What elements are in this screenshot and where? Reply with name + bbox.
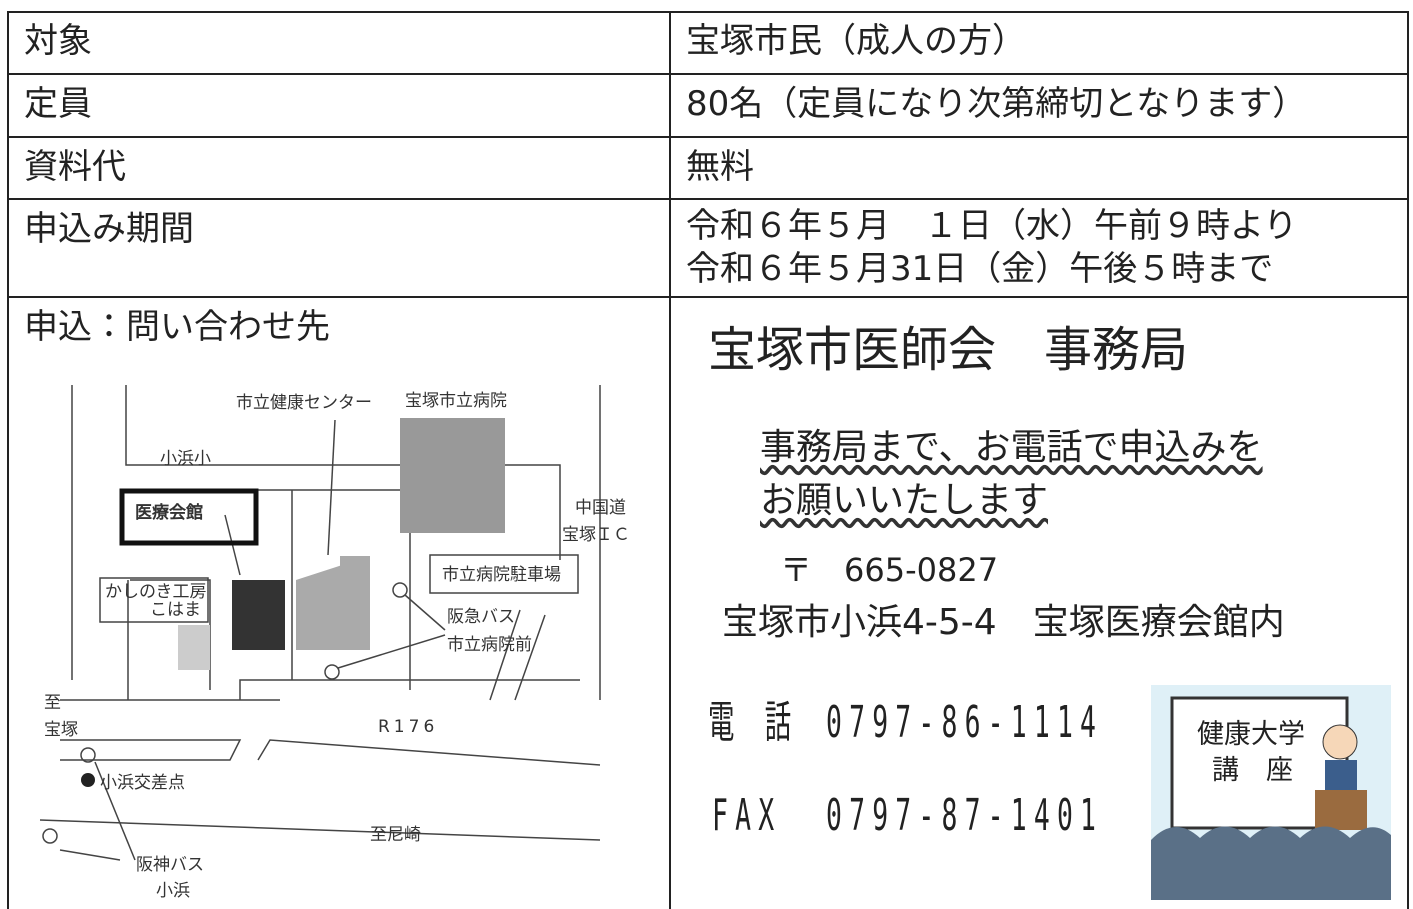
note: 事務局まで、お電話で申込みを (760, 427, 1263, 468)
map-label: 中国道 (575, 498, 626, 518)
map-label: 阪急バス (447, 607, 515, 627)
map-label: 至尼崎 (370, 825, 421, 845)
poster-text: 講 座 (1212, 755, 1293, 786)
map-label: 小浜 (156, 881, 190, 901)
map-label: 小浜小 (160, 449, 211, 469)
row-value: 無料 (686, 147, 754, 187)
map-label: かしのき工房 (105, 582, 207, 602)
fax: 0797-87-1401 (826, 790, 1104, 841)
map-label: こはま (150, 600, 201, 620)
map-label: 市立病院駐車場 (442, 565, 561, 585)
org: 宝塚市医師会 事務局 (708, 322, 1189, 378)
map (39, 385, 601, 861)
row-label: 対象 (24, 21, 92, 61)
row-value: 80名（定員になり次第締切となります） (686, 84, 1307, 124)
contact-label: 申込：問い合わせ先 (24, 307, 330, 347)
map-label: 市立病院前 (447, 635, 532, 655)
poster-text: 健康大学 (1197, 719, 1305, 750)
map-label: 至 (44, 693, 61, 713)
row-value: 令和６年５月 １日（水）午前９時より (686, 206, 1298, 246)
poster (1151, 685, 1391, 900)
postal: 〒 665-0827 (780, 551, 999, 589)
map-label: R176 (378, 717, 438, 737)
row-value: 令和６年５月31日（金）午後５時まで (686, 249, 1274, 289)
fax-label: FAX (712, 790, 782, 841)
map-label: 医療会館 (135, 502, 203, 523)
map-label: 阪神バス (136, 855, 204, 875)
row-value: 宝塚市民（成人の方） (686, 21, 1026, 61)
map-label: 宝塚ＩＣ (562, 525, 630, 545)
map-label: 宝塚市立病院 (405, 391, 507, 411)
row-label: 定員 (24, 84, 92, 124)
address: 宝塚市小浜4-5-4 宝塚医療会館内 (722, 602, 1285, 643)
map-label: 市立健康センター (236, 393, 372, 413)
phone-label: 電 話 (708, 697, 799, 748)
map-label: 宝塚 (44, 720, 78, 740)
row-label: 申込み期間 (24, 209, 194, 249)
map-label: 小浜交差点 (100, 773, 185, 793)
row-label: 資料代 (24, 147, 126, 187)
note: お願いいたします (760, 480, 1049, 521)
phone: 0797-86-1114 (826, 697, 1104, 748)
